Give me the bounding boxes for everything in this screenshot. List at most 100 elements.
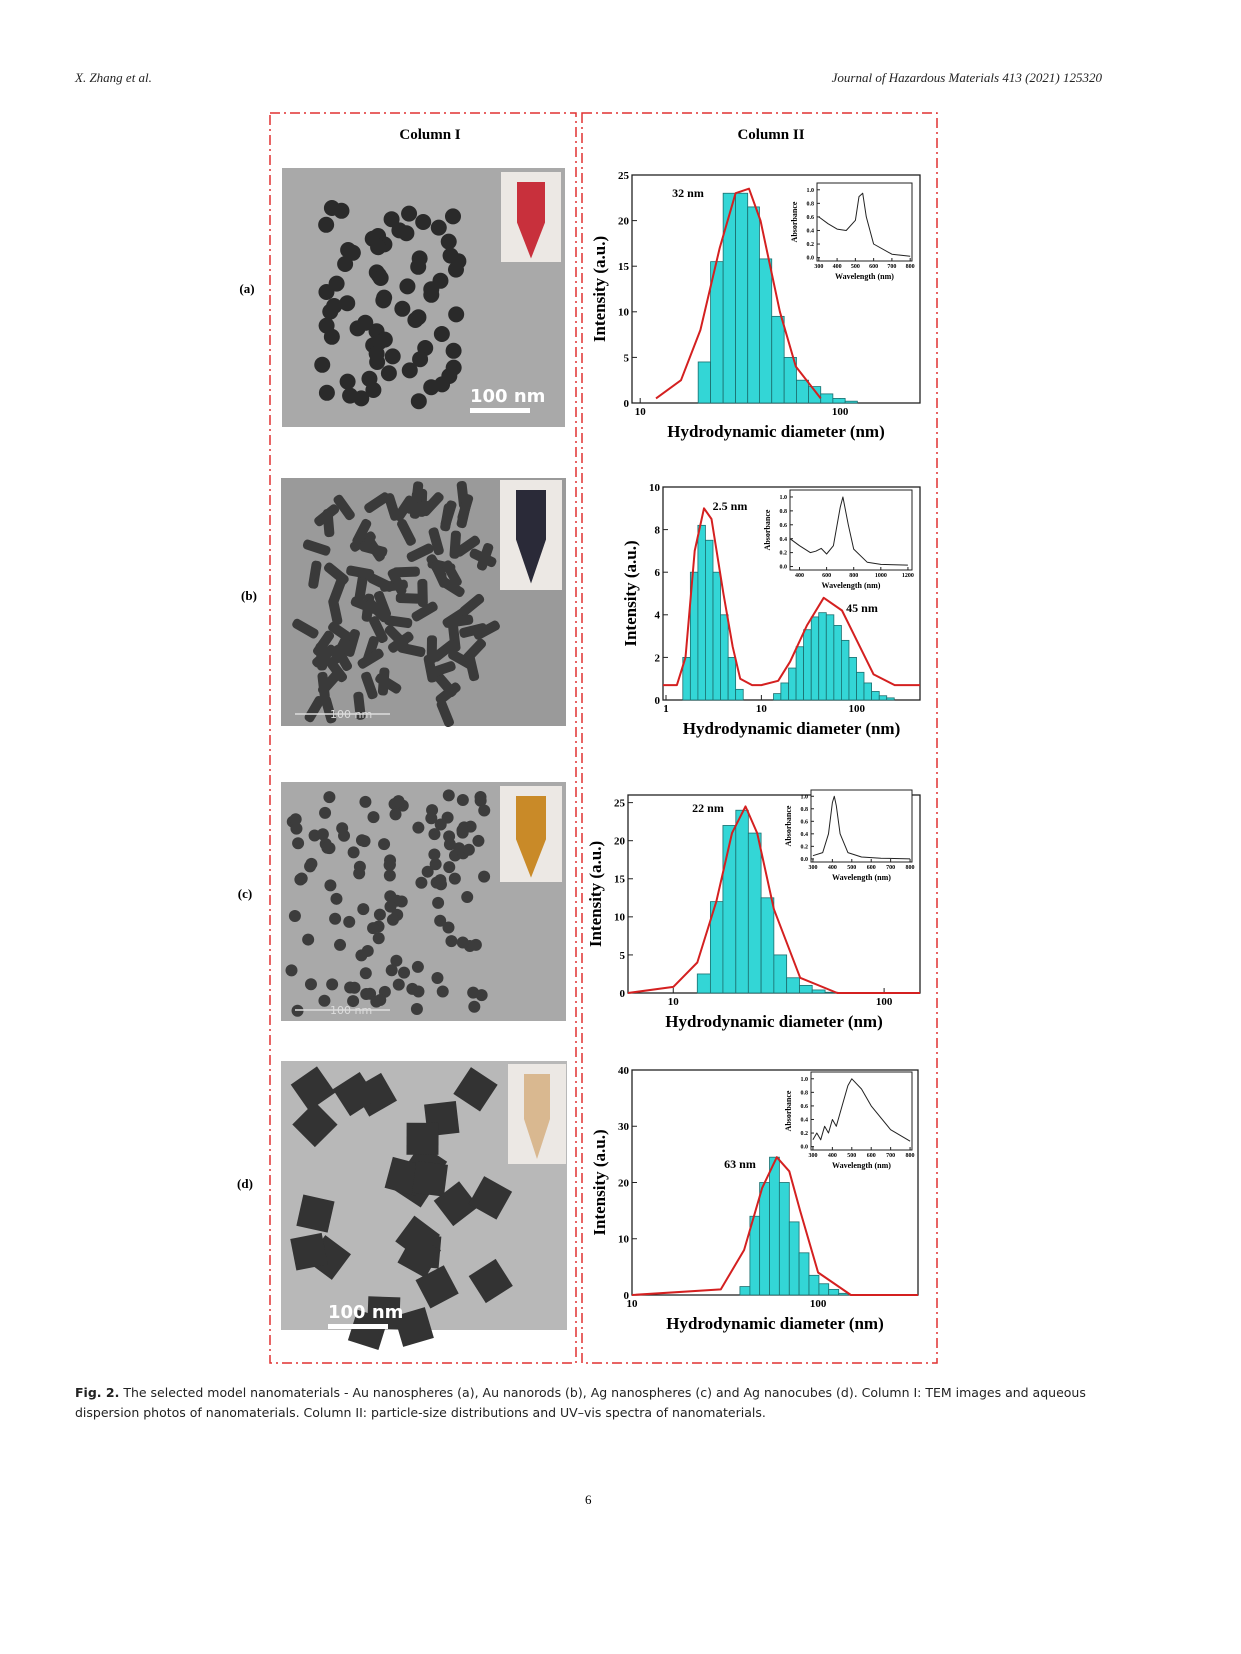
particle — [468, 1258, 513, 1304]
histogram-bar — [886, 697, 895, 701]
x-tick-label: 400 — [828, 1153, 837, 1159]
particle — [328, 621, 354, 643]
running-author: X. Zhang et al. — [75, 70, 152, 85]
particle — [445, 342, 462, 359]
y-tick-label: 5 — [620, 950, 626, 962]
particle — [442, 921, 455, 934]
caption-label: Fig. 2. — [75, 1385, 120, 1400]
particle — [428, 828, 441, 841]
particle — [332, 1071, 378, 1117]
particle — [395, 592, 424, 604]
particle — [384, 348, 401, 365]
y-axis-label: Absorbance — [790, 201, 799, 242]
peak-label: 63 nm — [724, 1157, 756, 1171]
particle — [462, 843, 475, 856]
particle — [434, 914, 447, 927]
inset-frame — [810, 789, 913, 863]
particle — [289, 813, 302, 826]
y-axis-label: Intensity (a.u.) — [586, 841, 605, 947]
particle — [387, 568, 407, 596]
histogram-bar — [818, 1283, 830, 1296]
particle — [372, 270, 389, 286]
particle — [308, 560, 322, 589]
particle — [380, 365, 397, 382]
particle — [431, 971, 444, 984]
particle — [330, 892, 343, 905]
particle — [410, 258, 427, 275]
histogram-bar — [798, 1252, 810, 1296]
panel-label: (a) — [239, 281, 254, 296]
x-tick-label: 800 — [906, 264, 915, 270]
particle — [444, 208, 461, 225]
particle — [478, 804, 491, 817]
particle — [389, 808, 402, 821]
particle — [369, 354, 386, 370]
inset-frame — [789, 489, 913, 571]
particle — [425, 812, 438, 825]
particle — [357, 903, 370, 916]
particle — [386, 913, 399, 926]
x-axis-label: Hydrodynamic diameter (nm) — [683, 719, 901, 738]
x-tick-label: 10 — [668, 996, 680, 1008]
x-tick-label: 300 — [808, 1153, 817, 1159]
particle — [369, 616, 388, 644]
particle — [329, 912, 342, 925]
particle — [435, 682, 461, 705]
particle — [323, 791, 336, 804]
histogram-bar — [696, 973, 711, 994]
particle — [383, 211, 400, 228]
particle — [475, 989, 488, 1002]
y-tick-label: 0.2 — [807, 242, 815, 248]
y-tick-label: 10 — [649, 482, 661, 494]
particle — [428, 527, 444, 556]
particle — [373, 590, 391, 619]
journal-info: Journal of Hazardous Materials 413 (2021… — [831, 70, 1102, 85]
caption: Fig. 2. The selected model nanomaterials… — [75, 1383, 1105, 1423]
particle — [361, 944, 374, 957]
particle — [326, 978, 339, 991]
histogram-bar — [778, 1182, 790, 1296]
y-axis-label: Absorbance — [784, 805, 793, 846]
histogram-bar — [808, 1274, 820, 1296]
histogram-bar — [697, 524, 706, 701]
particle — [296, 1194, 335, 1233]
particle — [459, 623, 488, 638]
particle — [355, 834, 368, 847]
particle — [357, 648, 384, 669]
particle — [459, 593, 485, 617]
y-tick-label: 4 — [655, 610, 661, 622]
x-tick-label: 600 — [822, 573, 831, 579]
y-tick-label: 25 — [618, 170, 630, 182]
particle — [347, 995, 360, 1008]
column-heading: Column I — [399, 127, 460, 143]
particle — [417, 578, 428, 607]
x-axis-label: Hydrodynamic diameter (nm) — [665, 1012, 883, 1031]
particle — [453, 1067, 498, 1112]
y-tick-label: 5 — [624, 352, 630, 364]
histogram-bar — [760, 897, 775, 994]
particle — [393, 495, 415, 522]
spectrum-line — [812, 1078, 911, 1142]
particle — [415, 876, 428, 889]
x-tick-label: 500 — [847, 865, 856, 871]
particle — [318, 216, 335, 233]
histogram-bar — [720, 614, 729, 701]
particle — [359, 541, 388, 557]
particle — [322, 303, 339, 320]
peak-label: 45 nm — [846, 601, 878, 615]
particle — [292, 1101, 338, 1148]
particle — [384, 624, 409, 649]
particle — [433, 1181, 479, 1227]
x-tick-label: 100 — [832, 406, 849, 418]
x-tick-label: 700 — [886, 1153, 895, 1159]
particle — [314, 356, 331, 373]
particle — [348, 981, 361, 994]
particle — [339, 295, 356, 312]
particle — [398, 225, 415, 242]
figure: Column I Column II (a)100 nm 051015202510… — [237, 112, 938, 1364]
particle — [378, 838, 391, 851]
x-tick-label: 800 — [906, 1153, 915, 1159]
y-tick-label: 0.4 — [801, 1118, 809, 1124]
y-tick-label: 0.8 — [807, 201, 815, 207]
particle — [415, 214, 432, 230]
